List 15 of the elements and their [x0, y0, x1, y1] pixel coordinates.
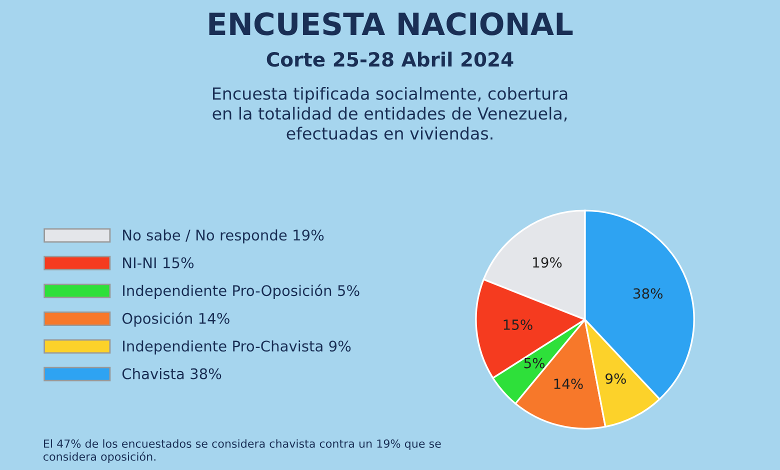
- legend-label: No sabe / No responde 19%: [123, 229, 324, 244]
- data-label: 15%: [504, 319, 532, 330]
- data-label: 38%: [633, 288, 663, 299]
- legend-label: Independiente Pro-Chavista 9%: [123, 340, 351, 354]
- legend-label: Oposición 14%: [122, 312, 230, 327]
- chart-subtitle: Corte 25-28 Abril 2024 Encuesta tipificada socialmente, cobertura en la totalidad de entidades de Venezuela, efectuadas en viviendas.: [212, 52, 568, 140]
- data-label: 5%: [524, 358, 545, 368]
- chart-title: ENCUESTA NACIONAL: [209, 12, 573, 36]
- data-label: 9%: [606, 373, 626, 384]
- legend-label: Independiente Pro-Oposición 5%: [123, 284, 360, 299]
- data-label: 14%: [554, 378, 583, 390]
- legend-label: NI-NI 15%: [123, 257, 194, 268]
- legend-label: Chavista 38%: [122, 368, 222, 380]
- text: El 47% de los encuestados se considera chavista contra un 19% que se considera oposición.: [44, 439, 441, 463]
- data-label: 19%: [533, 257, 562, 268]
